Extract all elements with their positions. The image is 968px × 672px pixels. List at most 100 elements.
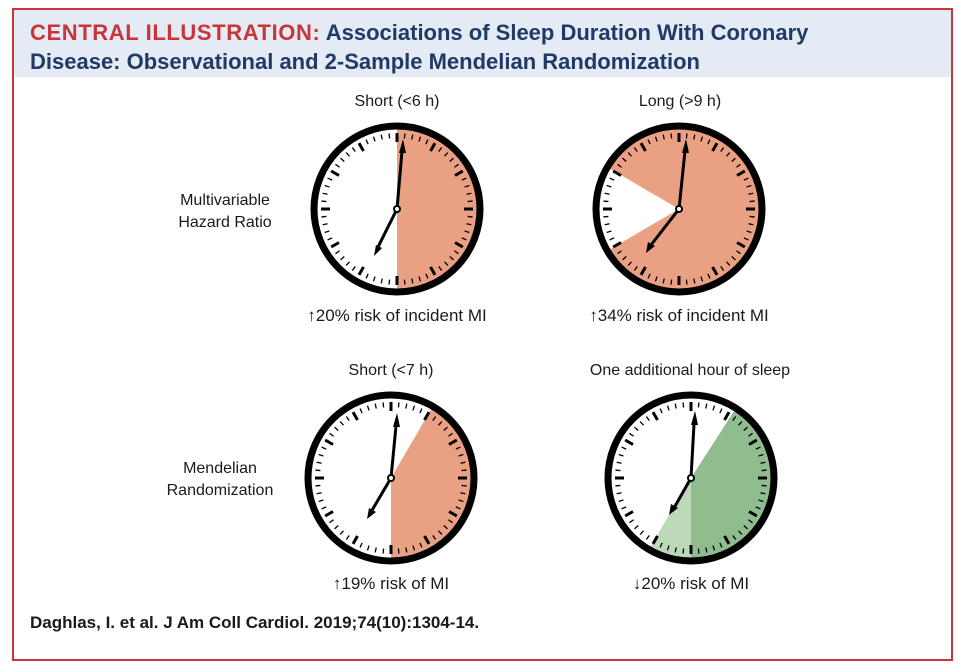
minute-tick xyxy=(726,152,731,157)
minute-tick xyxy=(366,545,370,551)
minute-tick xyxy=(606,184,612,188)
minute-tick xyxy=(444,152,449,157)
minute-tick xyxy=(321,506,327,510)
minute-tick xyxy=(365,139,369,145)
row-label-line-2: Randomization xyxy=(166,482,274,499)
minute-tick xyxy=(448,519,453,524)
clock-rim xyxy=(310,122,484,296)
minute-tick xyxy=(693,134,696,140)
minute-tick xyxy=(674,547,677,553)
minute-tick xyxy=(467,215,473,218)
minute-tick xyxy=(405,403,408,409)
row-label-line-1: Mendelian xyxy=(183,460,257,477)
minute-tick xyxy=(366,405,370,411)
minute-tick xyxy=(720,147,725,152)
minute-tick xyxy=(345,261,350,266)
risk-value: 19% risk of MI xyxy=(341,574,450,593)
sleep-sector-dark xyxy=(691,408,775,562)
minute-tick xyxy=(461,469,467,472)
minute-tick xyxy=(746,230,752,234)
minute-tick xyxy=(380,278,383,284)
minute-tick xyxy=(700,136,704,142)
minute-tick xyxy=(412,545,416,551)
hour-hand xyxy=(672,477,693,509)
minute-tick xyxy=(340,157,345,162)
hour-tick xyxy=(736,169,746,177)
minute-tick xyxy=(738,421,743,426)
minute-tick xyxy=(732,416,737,421)
minute-tick xyxy=(743,177,749,181)
minute-tick xyxy=(761,484,767,487)
hour-tick xyxy=(639,266,647,276)
minute-tick xyxy=(464,230,470,234)
hour-tick xyxy=(351,535,359,545)
minute-tick xyxy=(633,147,638,152)
panel-title-short-6h: Short (<6 h) xyxy=(354,93,440,110)
minute-tick xyxy=(460,461,466,464)
minute-tick xyxy=(425,139,429,145)
minute-tick xyxy=(322,223,328,226)
minute-tick xyxy=(700,276,704,282)
hour-hand xyxy=(369,477,393,513)
minute-tick xyxy=(749,200,755,203)
minute-tick xyxy=(380,134,383,140)
hour-tick xyxy=(711,266,719,276)
minute-tick xyxy=(455,506,461,510)
minute-tick xyxy=(432,535,437,540)
minute-tick xyxy=(388,133,391,139)
minute-tick xyxy=(760,461,766,464)
minute-tick xyxy=(374,547,377,553)
minute-tick xyxy=(666,405,670,411)
minute-tick xyxy=(454,163,459,168)
hour-tick xyxy=(357,142,365,152)
hub xyxy=(393,205,401,213)
minute-tick xyxy=(645,535,650,540)
risk-value: 34% risk of incident MI xyxy=(597,306,769,325)
minute-tick xyxy=(329,432,334,437)
minute-tick xyxy=(719,542,723,548)
hour-tick xyxy=(723,535,731,545)
clock-short-6h xyxy=(310,122,484,296)
minute-tick xyxy=(339,530,344,535)
minute-tick xyxy=(748,192,754,195)
minute-tick xyxy=(443,525,448,530)
minute-tick xyxy=(322,192,328,195)
hour-tick xyxy=(330,169,340,177)
minute-tick xyxy=(755,506,761,510)
risk-text-additional-hour: ↓20% risk of MI xyxy=(551,574,831,594)
hour-tick xyxy=(454,169,464,177)
hour-tick xyxy=(324,510,334,518)
risk-text-short-7h: ↑19% risk of MI xyxy=(251,574,531,594)
hour-tick xyxy=(454,241,464,249)
minute-tick xyxy=(321,200,327,203)
hour-hand-tip xyxy=(367,508,376,519)
risk-text-long-9h: ↑34% risk of incident MI xyxy=(539,306,819,326)
minute-tick xyxy=(418,136,422,142)
minute-tick xyxy=(639,421,644,426)
minute-tick xyxy=(731,157,736,162)
minute-tick xyxy=(315,484,321,487)
minute-tick xyxy=(617,250,622,255)
minute-tick xyxy=(324,184,330,188)
minute-tick xyxy=(616,461,622,464)
minute-tick xyxy=(748,519,753,524)
clock-rim xyxy=(592,122,766,296)
tick-marks xyxy=(603,133,755,285)
hour-tick xyxy=(748,510,758,518)
minute-tick xyxy=(743,237,749,241)
minute-tick xyxy=(458,453,464,457)
minute-tick xyxy=(693,278,696,284)
risk-text-short-6h: ↑20% risk of incident MI xyxy=(257,306,537,326)
minute-tick xyxy=(315,469,321,472)
minute-tick xyxy=(365,273,369,279)
hour-tick xyxy=(651,411,659,421)
minute-tick xyxy=(604,192,610,195)
minute-tick xyxy=(603,215,609,218)
minute-tick xyxy=(707,273,711,279)
hour-tick xyxy=(736,241,746,249)
minute-tick xyxy=(334,426,339,431)
minute-tick xyxy=(461,484,467,487)
minute-tick xyxy=(318,453,324,457)
title-line-2: Disease: Observational and 2-Sample Mend… xyxy=(30,49,700,74)
minute-tick xyxy=(443,426,448,431)
